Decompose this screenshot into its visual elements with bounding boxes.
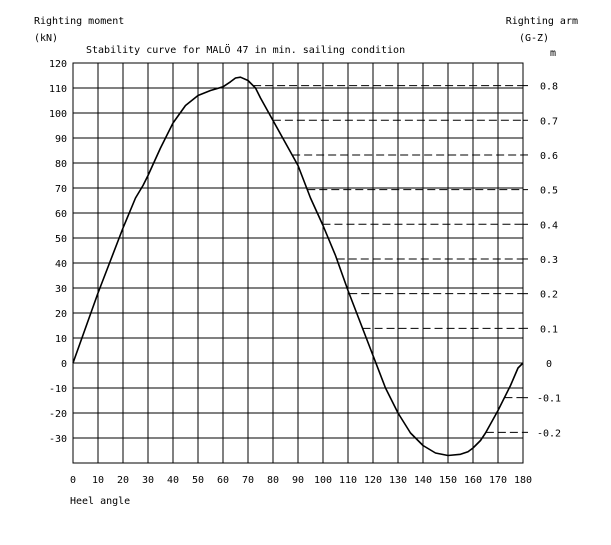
- right-axis-title-line1: Righting arm: [506, 16, 578, 27]
- x-tick-label: 20: [117, 475, 129, 486]
- chart-title: Stability curve for MALÖ 47 in min. sail…: [86, 43, 405, 56]
- y-tick-label: 110: [49, 84, 67, 95]
- right-tick-label: 0.6: [540, 151, 558, 162]
- x-tick-label: 90: [292, 475, 304, 486]
- stability-curve: [72, 76, 524, 457]
- y-tick-label: 20: [55, 309, 67, 320]
- right-tick-label: -0.2: [537, 428, 561, 439]
- x-tick-label: 150: [439, 475, 457, 486]
- right-tick-label: 0.1: [540, 324, 558, 335]
- y-tick-label: 70: [55, 184, 67, 195]
- x-axis-title: Heel angle: [70, 496, 130, 507]
- y-tick-label: 10: [55, 334, 67, 345]
- x-tick-label: 130: [389, 475, 407, 486]
- x-tick-label: 170: [489, 475, 507, 486]
- y-tick-label: -30: [49, 434, 67, 445]
- y-tick-label: 100: [49, 109, 67, 120]
- x-tick-label: 110: [339, 475, 357, 486]
- y-tick-label: 60: [55, 209, 67, 220]
- y-tick-label: 80: [55, 159, 67, 170]
- right-tick-label: 0.4: [540, 220, 558, 231]
- axes: 0 10 20 30 40 50 60 70 80 90 100 110 120 130 140 150 160…: [49, 59, 532, 486]
- y-tick-label: -10: [49, 384, 67, 395]
- right-tick-label: 0.7: [540, 116, 558, 127]
- x-tick-label: 80: [267, 475, 279, 486]
- right-axis-unit: m: [550, 48, 556, 59]
- x-tick-label: 50: [192, 475, 204, 486]
- y-tick-label: 0: [61, 359, 67, 370]
- right-axis-guides: 0.8 0.7 0.6 0.5 0.4 0.3 0.2 0.1 0 -0.1 -0.2: [253, 82, 561, 439]
- right-tick-label: 0.3: [540, 255, 558, 266]
- x-tick-label: 120: [364, 475, 382, 486]
- x-tick-label: 10: [92, 475, 104, 486]
- right-tick-label: 0.2: [540, 290, 558, 301]
- y-tick-label: 50: [55, 234, 67, 245]
- right-tick-label: 0.5: [540, 186, 558, 197]
- y-tick-label: 90: [55, 134, 67, 145]
- y-tick-label: 120: [49, 59, 67, 70]
- plot-frame: [72, 62, 524, 464]
- y-tick-label: -20: [49, 409, 67, 420]
- x-tick-label: 60: [217, 475, 229, 486]
- right-tick-label: 0: [546, 359, 552, 370]
- x-tick-label: 100: [314, 475, 332, 486]
- series: [72, 76, 524, 457]
- x-tick-label: 160: [464, 475, 482, 486]
- x-tick-label: 0: [70, 475, 76, 486]
- x-tick-label: 70: [242, 475, 254, 486]
- x-tick-label: 40: [167, 475, 179, 486]
- y-tick-label: 40: [55, 259, 67, 270]
- x-tick-label: 30: [142, 475, 154, 486]
- right-tick-label: 0.8: [540, 82, 558, 93]
- right-axis-title-line2: (G-Z): [519, 33, 549, 44]
- y-tick-label: 30: [55, 284, 67, 295]
- grid: [73, 63, 523, 463]
- right-tick-label: -0.1: [537, 394, 561, 405]
- left-axis-title-line1: Righting moment: [34, 16, 124, 27]
- left-axis-title-line2: (kN): [34, 33, 58, 44]
- x-tick-label: 140: [414, 475, 432, 486]
- x-tick-label: 180: [514, 475, 532, 486]
